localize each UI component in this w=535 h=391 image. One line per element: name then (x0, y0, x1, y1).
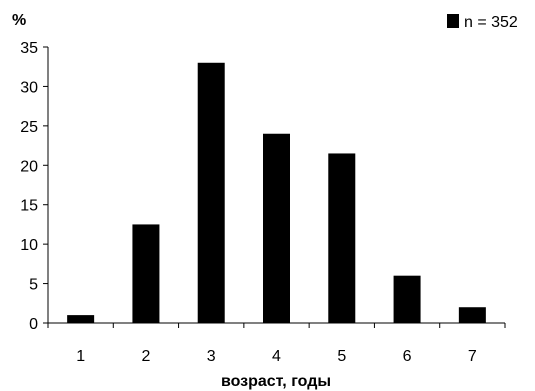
y-tick-label: 15 (20, 198, 38, 215)
x-tick-label: 7 (468, 348, 477, 365)
bar (67, 315, 95, 323)
y-tick-label: 30 (20, 79, 38, 96)
bar (393, 275, 421, 323)
y-axis-title: % (12, 12, 26, 29)
bar (197, 62, 225, 324)
legend: n = 352 (447, 14, 518, 31)
y-tick-label: 10 (20, 237, 38, 254)
x-tick-label: 3 (207, 348, 216, 365)
x-axis-title: возраст, годы (221, 373, 331, 390)
legend-swatch (447, 14, 459, 28)
x-tick-label: 4 (272, 348, 281, 365)
y-tick-label: 5 (29, 277, 38, 294)
y-tick-label: 20 (20, 158, 38, 175)
y-tick-label: 0 (29, 316, 38, 333)
x-tick-label: 2 (141, 348, 150, 365)
x-ticks: 1 2 3 4 5 6 7 (47, 323, 506, 365)
y-ticks: 0 5 10 15 20 25 30 35 (20, 40, 48, 333)
bars (67, 62, 486, 324)
bar (458, 307, 486, 323)
x-tick-label: 1 (76, 348, 85, 365)
x-tick-label: 6 (403, 348, 412, 365)
y-tick-label: 25 (20, 119, 38, 136)
bar (132, 224, 160, 323)
bar (263, 133, 290, 323)
bar (328, 153, 356, 323)
y-tick-label: 35 (20, 40, 38, 57)
x-tick-label: 5 (337, 348, 346, 365)
legend-label: n = 352 (464, 14, 518, 31)
